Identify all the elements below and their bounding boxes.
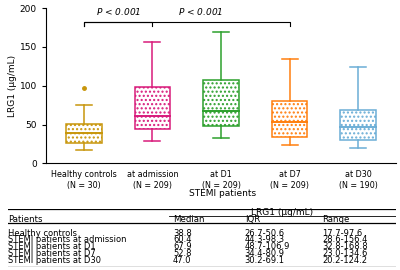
Text: Range: Range: [322, 215, 350, 224]
Text: 23.0-134.6: 23.0-134.6: [322, 249, 368, 258]
Text: $P$ < 0.001: $P$ < 0.001: [178, 6, 223, 17]
Y-axis label: LRG1 (μg/mL): LRG1 (μg/mL): [8, 55, 17, 117]
Bar: [340, 110, 376, 140]
Text: STEMI patients at D30: STEMI patients at D30: [8, 256, 101, 265]
Text: STEMI patients at admission: STEMI patients at admission: [8, 235, 126, 244]
Bar: [134, 87, 170, 129]
Text: Healthy controls: Healthy controls: [8, 229, 77, 238]
Text: 67.9: 67.9: [173, 242, 192, 251]
Bar: [203, 80, 239, 126]
Text: $P$ < 0.001: $P$ < 0.001: [96, 6, 141, 17]
Bar: [66, 124, 102, 143]
Text: 44.3-98.3: 44.3-98.3: [245, 235, 285, 244]
Bar: [272, 100, 308, 137]
Text: at admission
(N = 209): at admission (N = 209): [127, 170, 178, 190]
Text: Patients: Patients: [8, 215, 42, 224]
Text: at D1
(N = 209): at D1 (N = 209): [202, 170, 240, 190]
Bar: [203, 80, 239, 126]
Text: 38.8: 38.8: [173, 229, 192, 238]
Text: at D30
(N = 190): at D30 (N = 190): [339, 170, 378, 190]
Text: 20.2-124.2: 20.2-124.2: [322, 256, 367, 265]
Text: LRG1 (μg/mL): LRG1 (μg/mL): [252, 208, 314, 217]
Bar: [272, 100, 308, 137]
Text: 28.6-156.4: 28.6-156.4: [322, 235, 368, 244]
Bar: [134, 87, 170, 129]
Text: at D7
(N = 209): at D7 (N = 209): [270, 170, 309, 190]
Text: Healthy controls
(N = 30): Healthy controls (N = 30): [51, 170, 117, 190]
Text: 32.8-168.8: 32.8-168.8: [322, 242, 368, 251]
Bar: [340, 110, 376, 140]
Text: 26.7-50.6: 26.7-50.6: [245, 229, 285, 238]
Text: 17.7-97.6: 17.7-97.6: [322, 229, 362, 238]
Bar: [66, 124, 102, 143]
Text: 60.4: 60.4: [173, 235, 192, 244]
Text: STEMI patients at D7: STEMI patients at D7: [8, 249, 96, 258]
Text: 48.7-106.9: 48.7-106.9: [245, 242, 290, 251]
Text: 52.8: 52.8: [173, 249, 192, 258]
Text: IQR: IQR: [245, 215, 260, 224]
Text: Median: Median: [173, 215, 204, 224]
Text: 30.2-69.1: 30.2-69.1: [245, 256, 285, 265]
Text: 34.4-80.9: 34.4-80.9: [245, 249, 285, 258]
Text: STEMI patients: STEMI patients: [189, 189, 256, 198]
Text: 47.0: 47.0: [173, 256, 192, 265]
Text: STEMI patients at D1: STEMI patients at D1: [8, 242, 96, 251]
